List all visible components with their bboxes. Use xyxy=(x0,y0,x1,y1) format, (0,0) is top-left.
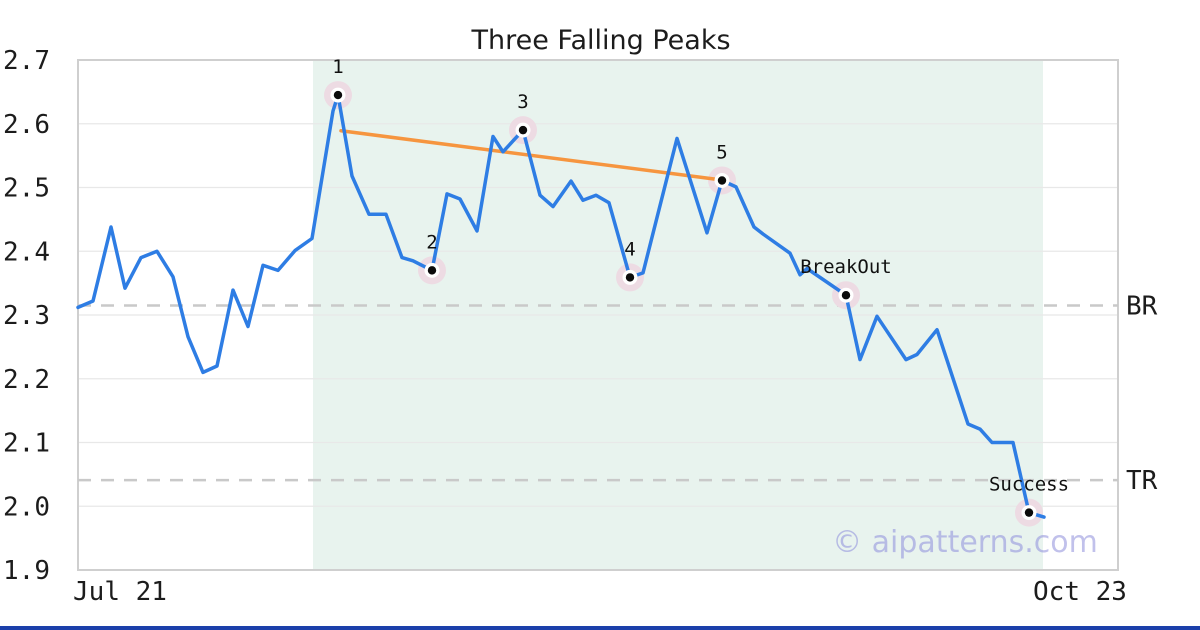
marker-dot-2 xyxy=(427,266,437,275)
annotation-label-success: Success xyxy=(989,474,1069,496)
annotation-label-3: 3 xyxy=(517,91,528,113)
chart-title: Three Falling Peaks xyxy=(470,25,730,56)
y-tick-label: 2.7 xyxy=(3,46,50,76)
level-label-br: BR xyxy=(1126,291,1158,321)
y-tick-label: 2.1 xyxy=(3,429,50,459)
y-tick-label: 2.4 xyxy=(3,237,50,267)
annotation-label-4: 4 xyxy=(624,238,635,260)
x-tick-label: Oct 23 xyxy=(1033,577,1127,607)
marker-dot-success xyxy=(1024,508,1034,517)
marker-dot-3 xyxy=(518,125,528,135)
watermark: © aipatterns.com xyxy=(832,525,1098,560)
annotation-label-breakout: BreakOut xyxy=(800,256,892,278)
y-tick-label: 2.5 xyxy=(3,174,50,204)
annotation-label-2: 2 xyxy=(426,231,437,253)
marker-dot-4 xyxy=(625,273,635,282)
annotation-label-1: 1 xyxy=(332,56,343,78)
x-tick-label: Jul 21 xyxy=(73,577,167,607)
marker-dot-breakout xyxy=(841,291,851,300)
y-tick-label: 1.9 xyxy=(3,556,50,586)
marker-dot-5 xyxy=(717,176,727,185)
plot-border xyxy=(77,59,1119,571)
y-tick-label: 2.0 xyxy=(3,492,50,522)
y-tick-label: 2.6 xyxy=(3,110,50,140)
marker-dot-1 xyxy=(333,90,343,100)
y-tick-label: 2.2 xyxy=(3,365,50,395)
level-label-tr: TR xyxy=(1126,466,1158,496)
y-tick-label: 2.3 xyxy=(3,301,50,331)
chart-root: 2.7 2.6 2.5 2.4 2.3 2.2 2.1 2.0 1.9 BR TR 1 2 3 4 5 Brea… xyxy=(3,46,1158,607)
annotation-label-5: 5 xyxy=(716,141,727,163)
bottom-accent-bar xyxy=(0,626,1200,630)
